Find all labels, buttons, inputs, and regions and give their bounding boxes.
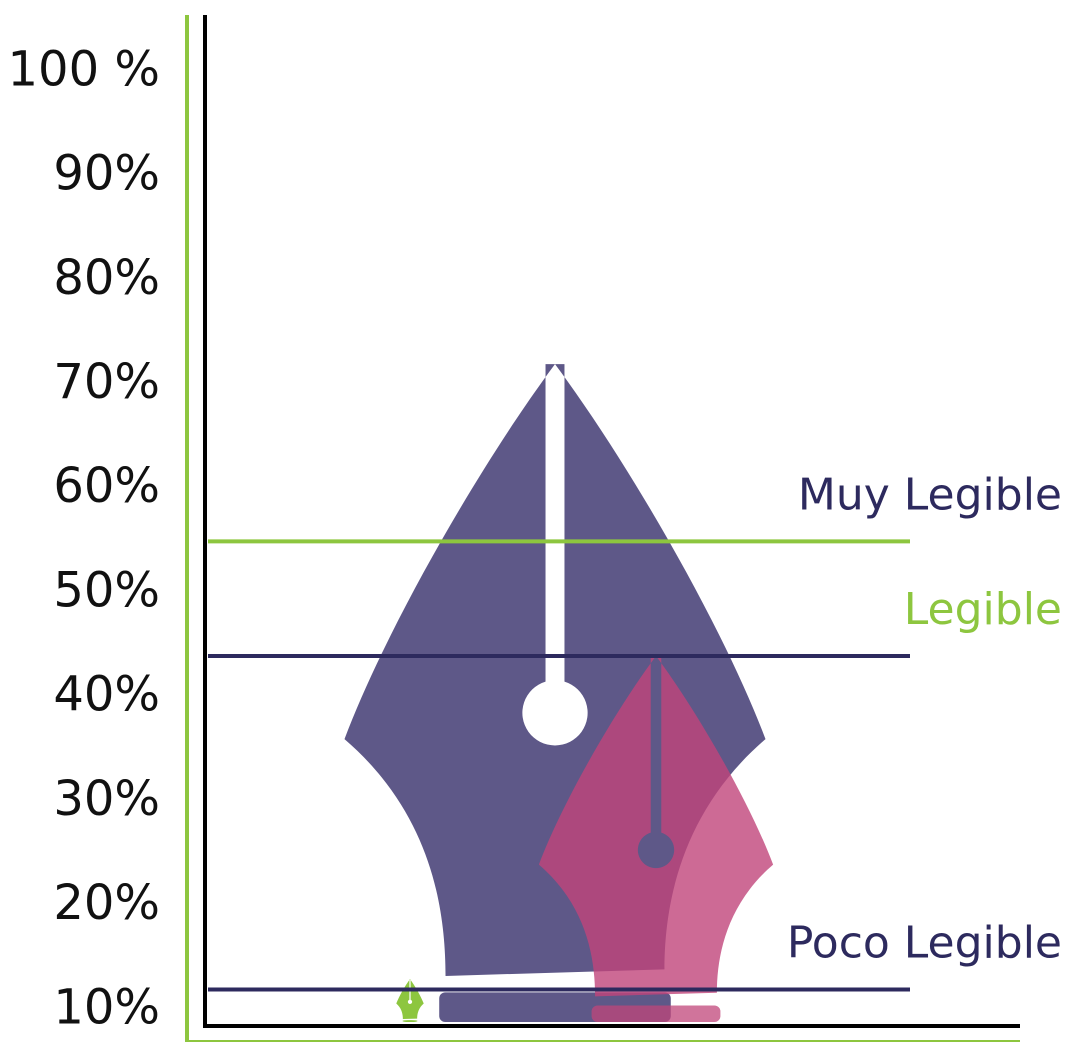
y-tick-label: 70% <box>53 354 160 410</box>
pen-collar <box>402 1020 418 1022</box>
plot <box>344 364 774 1022</box>
reference-label: Poco Legible <box>787 918 1062 969</box>
y-tick-label: 90% <box>53 146 160 202</box>
y-tick-label: 60% <box>53 458 160 514</box>
pen-nib <box>344 364 766 976</box>
pen-collar <box>591 1005 721 1022</box>
y-tick-label: 30% <box>53 771 160 827</box>
y-tick-label: 100 % <box>8 41 160 97</box>
y-tick-label: 50% <box>53 562 160 618</box>
y-tick-label: 20% <box>53 875 160 931</box>
pen-nib <box>538 655 774 997</box>
reference-label: Muy Legible <box>798 469 1062 520</box>
pen-nib <box>396 979 424 1019</box>
reference-label: Legible <box>904 584 1062 635</box>
y-tick-label: 10% <box>53 979 160 1035</box>
y-tick-label: 40% <box>53 667 160 723</box>
y-tick-label: 80% <box>53 250 160 306</box>
